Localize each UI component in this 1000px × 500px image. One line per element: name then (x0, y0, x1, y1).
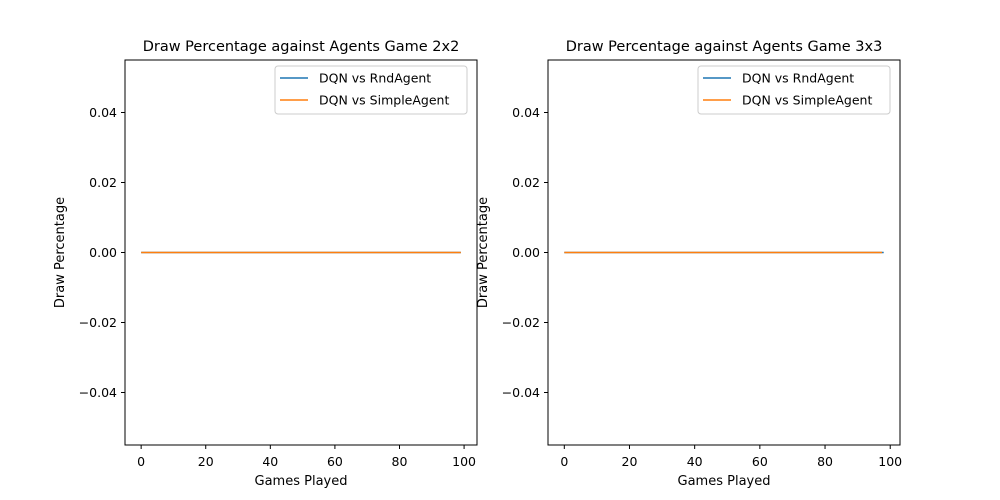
x-tick-label: 60 (752, 454, 768, 469)
y-tick-label: 0.00 (89, 245, 117, 260)
y-tick-label: −0.04 (79, 385, 117, 400)
y-tick-label: −0.04 (502, 385, 540, 400)
legend-label: DQN vs SimpleAgent (319, 93, 449, 108)
legend: DQN vs RndAgent DQN vs SimpleAgent (697, 65, 891, 115)
x-tick-label: 0 (560, 454, 568, 469)
chart-title: Draw Percentage against Agents Game 2x2 (143, 39, 460, 55)
legend-label: DQN vs RndAgent (742, 71, 854, 86)
legend: DQN vs RndAgent DQN vs SimpleAgent (274, 65, 468, 115)
y-axis-label: Draw Percentage (53, 197, 68, 308)
x-tick-label: 80 (392, 454, 408, 469)
x-axis-label: Games Played (255, 474, 348, 489)
chart-title: Draw Percentage against Agents Game 3x3 (566, 39, 883, 55)
chart-panel-2x2: 0 20 40 60 80 100 −0.04 −0.02 0.00 0.02 0.04 Draw P… (53, 39, 478, 489)
x-tick-label: 100 (878, 454, 902, 469)
legend-label: DQN vs SimpleAgent (742, 93, 872, 108)
chart-panel-3x3: 0 20 40 60 80 100 −0.04 −0.02 0.00 0.02 0.04 Draw P… (476, 39, 902, 489)
y-tick-label: 0.02 (89, 175, 117, 190)
y-axis-label: Draw Percentage (476, 197, 491, 308)
y-tick-label: 0.04 (512, 105, 540, 120)
x-tick-label: 80 (817, 454, 833, 469)
y-tick-label: 0.00 (512, 245, 540, 260)
x-tick-label: 20 (198, 454, 214, 469)
x-tick-label: 60 (327, 454, 343, 469)
y-tick-label: −0.02 (502, 315, 540, 330)
x-tick-label: 100 (452, 454, 476, 469)
y-tick-label: 0.02 (512, 175, 540, 190)
x-tick-label: 40 (687, 454, 703, 469)
legend-label: DQN vs RndAgent (319, 71, 431, 86)
y-tick-label: −0.02 (79, 315, 117, 330)
x-tick-label: 40 (262, 454, 278, 469)
legend-box (274, 65, 468, 115)
x-axis-label: Games Played (678, 474, 771, 489)
x-tick-label: 20 (622, 454, 638, 469)
y-tick-label: 0.04 (89, 105, 117, 120)
x-tick-label: 0 (137, 454, 145, 469)
legend-box (697, 65, 891, 115)
